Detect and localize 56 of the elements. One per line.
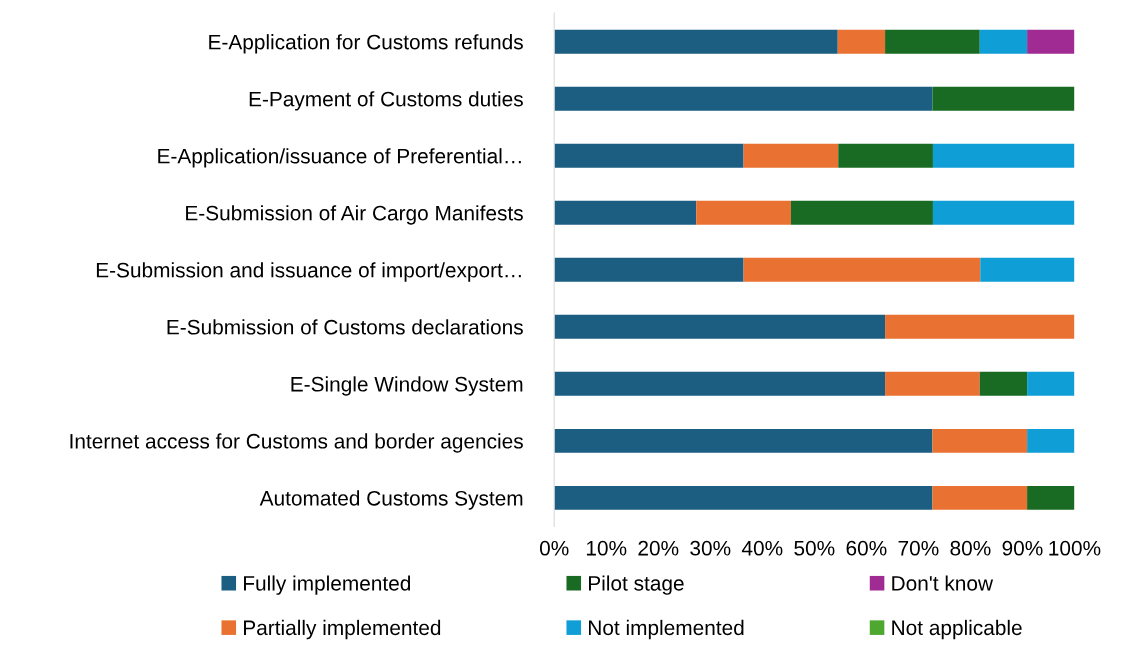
x-tick-label: 40% xyxy=(741,540,783,556)
x-tick-label: 70% xyxy=(898,540,939,556)
bar xyxy=(554,371,886,396)
y-tick-label: E-Single Window System xyxy=(291,376,523,396)
bar xyxy=(1027,428,1075,453)
x-tick-label: 30% xyxy=(690,540,731,556)
x-tick-label: 60% xyxy=(846,540,887,556)
bar xyxy=(790,200,933,225)
legend-label: Not implemented xyxy=(589,619,744,640)
bar xyxy=(554,428,933,453)
y-tick-label: Internet access for Customs and border agencies xyxy=(70,433,523,453)
bar xyxy=(743,257,981,282)
y-tick-label: E-Submission and issuance of import/export… xyxy=(96,262,521,282)
legend-label: Fully implemented xyxy=(244,575,411,595)
bar xyxy=(980,257,1075,282)
bar xyxy=(979,29,1028,54)
bar xyxy=(554,29,838,54)
x-tick-label: 10% xyxy=(586,540,627,556)
legend-label: Not applicable xyxy=(892,619,1022,640)
bar xyxy=(885,29,980,54)
bar xyxy=(1027,371,1075,396)
bar xyxy=(932,485,1028,510)
bar xyxy=(554,257,744,282)
y-tick-label: E-Application for Customs refunds xyxy=(209,34,523,54)
x-tick-label: 100% xyxy=(1049,540,1101,556)
y-tick-label: E-Submission of Air Cargo Manifests xyxy=(186,205,523,225)
x-tick-label: 50% xyxy=(794,540,835,556)
bar xyxy=(743,143,839,168)
bar xyxy=(932,428,1028,453)
bar xyxy=(932,86,1075,111)
x-tick-label: 20% xyxy=(638,540,679,556)
legend-label: Partially implemented xyxy=(244,619,441,640)
bar xyxy=(979,371,1028,396)
bar xyxy=(932,143,1075,168)
x-tick-label: 0% xyxy=(539,540,569,556)
x-tick-label: 80% xyxy=(950,540,991,556)
y-tick-label: E-Payment of Customs duties xyxy=(249,91,523,111)
bar xyxy=(932,200,1075,225)
bar xyxy=(696,200,791,225)
x-tick-label: 90% xyxy=(1002,540,1043,556)
bar xyxy=(838,143,933,168)
bar xyxy=(1027,485,1075,510)
bar xyxy=(885,371,980,396)
bar xyxy=(837,29,886,54)
bar xyxy=(554,200,697,225)
legend-label: Pilot stage xyxy=(589,575,684,595)
legend-label: Don't know xyxy=(892,575,994,591)
bar xyxy=(554,86,933,111)
y-tick-label: E-Application/issuance of Preferential… xyxy=(158,148,521,168)
bar xyxy=(885,314,1075,339)
y-tick-label: Automated Customs System xyxy=(259,490,523,510)
bar xyxy=(554,314,886,339)
bar xyxy=(1027,29,1075,54)
bar xyxy=(554,143,744,168)
bar xyxy=(554,485,933,510)
y-tick-label: E-Submission of Customs declarations xyxy=(167,319,523,335)
